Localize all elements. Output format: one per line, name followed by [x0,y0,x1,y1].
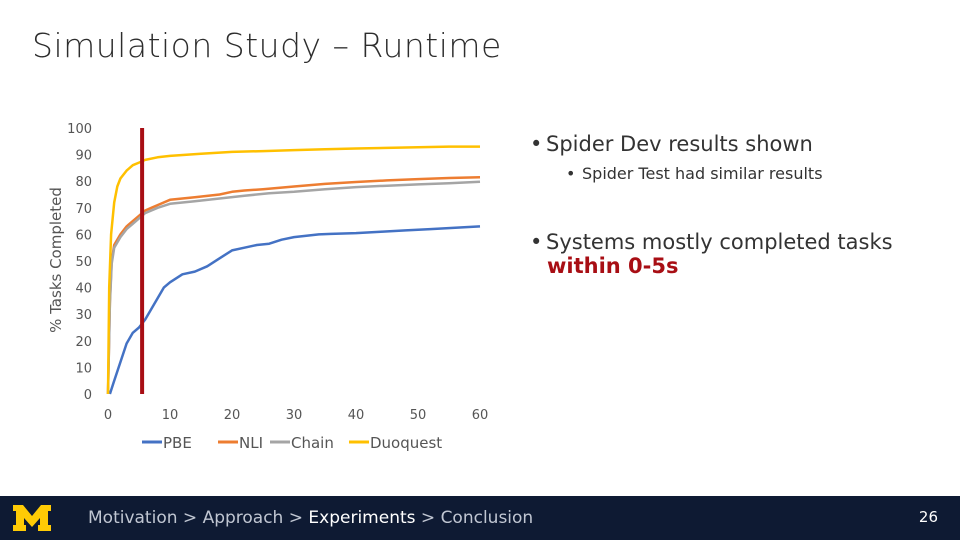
runtime-line-chart: % Tasks Completed 0102030405060708090100… [47,122,489,452]
x-tick-label: 30 [286,408,303,423]
y-tick-label: 90 [75,149,92,164]
breadcrumb-separator: > [415,508,441,528]
y-tick-label: 30 [75,308,92,323]
y-tick-label: 40 [75,282,92,297]
y-tick-label: 0 [84,388,92,403]
series-line-nli [106,175,481,395]
x-tick-label: 10 [162,408,179,423]
block-m-logo [13,505,51,531]
breadcrumb-separator: > [177,508,203,528]
y-tick-label: 50 [75,255,92,270]
bullet-2-highlight: within 0-5s [547,254,679,278]
breadcrumb-separator: > [283,508,309,528]
bullet-2: • Systems mostly completed tasks [530,230,893,254]
breadcrumb-item-approach[interactable]: Approach [202,508,284,528]
y-axis-label: % Tasks Completed [47,187,65,333]
breadcrumb-item-motivation[interactable]: Motivation [88,508,178,528]
legend-label-pbe: PBE [163,434,192,452]
slide-title: Simulation Study – Runtime [32,26,502,65]
x-tick-label: 50 [410,408,427,423]
series-line-chain [106,180,481,395]
y-tick-label: 70 [75,202,92,217]
bullet-1-sub-text: Spider Test had similar results [582,164,823,183]
bullet-1-text: Spider Dev results shown [546,132,813,156]
legend-label-nli: NLI [239,434,263,452]
y-tick-label: 60 [75,228,92,243]
x-tick-label: 40 [348,408,365,423]
bullet-list: • Spider Dev results shown • Spider Test h… [530,132,950,278]
breadcrumb-item-experiments[interactable]: Experiments [308,508,416,528]
y-tick-label: 10 [75,361,92,376]
legend-label-chain: Chain [291,434,334,452]
breadcrumb-item-conclusion[interactable]: Conclusion [440,508,534,528]
series-line-pbe [108,225,481,395]
footer-bar: Motivation > Approach > Experiments > Co… [0,496,960,540]
legend-label-duoquest: Duoquest [370,434,442,452]
y-tick-label: 20 [75,335,92,350]
series-line-duoquest [106,145,480,395]
page-number: 26 [918,508,938,526]
breadcrumb: Motivation > Approach > Experiments > Co… [88,508,533,528]
x-tick-label: 60 [472,408,489,423]
y-tick-label: 100 [67,122,92,137]
bullet-2-text: Systems mostly completed tasks [546,230,893,254]
bullet-1-sub: • Spider Test had similar results [566,164,823,183]
bullet-1: • Spider Dev results shown [530,132,813,156]
y-tick-label: 80 [75,175,92,190]
x-tick-label: 0 [104,408,112,423]
x-tick-label: 20 [224,408,241,423]
